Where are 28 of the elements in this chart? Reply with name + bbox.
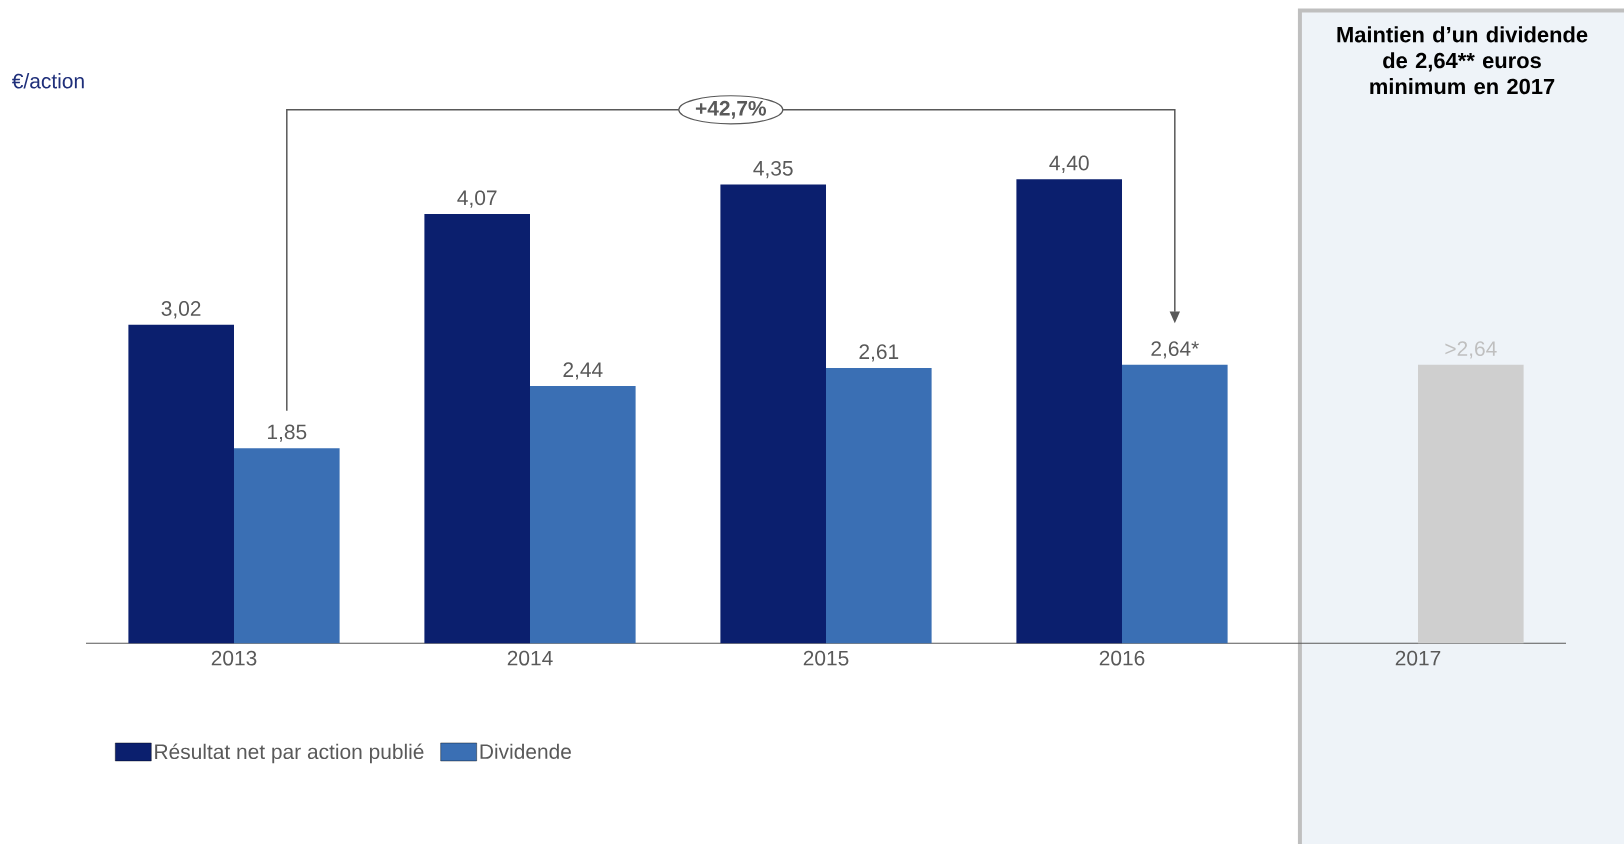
bar xyxy=(530,385,636,644)
bar xyxy=(1016,179,1123,644)
bar xyxy=(720,184,827,644)
bar xyxy=(826,367,932,644)
x-tick-label: 2017 xyxy=(1395,650,1441,666)
data-label: 4,07 xyxy=(457,190,497,208)
text: +42,7% xyxy=(695,100,767,119)
data-label: 2,61 xyxy=(859,344,899,362)
data-label: 3,02 xyxy=(161,301,201,319)
bar xyxy=(1418,364,1524,644)
x-tick-label: 2016 xyxy=(1099,650,1145,666)
x-tick-label: 2015 xyxy=(803,650,849,666)
bar xyxy=(424,214,530,644)
x-tick-label: 2013 xyxy=(211,650,257,666)
legend-label: Dividende xyxy=(480,743,571,759)
data-label: 1,85 xyxy=(268,424,307,442)
x-tick-label: 2014 xyxy=(507,650,553,666)
bar xyxy=(234,448,340,644)
data-label: 2,44 xyxy=(563,362,603,380)
data-label: 4,35 xyxy=(753,160,793,179)
legend-label: Résultat net par action publié xyxy=(155,743,424,764)
data-label: 4,40 xyxy=(1049,155,1089,173)
bar xyxy=(1122,364,1228,644)
data-label: >2,64 xyxy=(1445,341,1497,359)
bar xyxy=(128,324,234,644)
data-label: 2,64* xyxy=(1151,341,1199,359)
band-label: Maintien d’un dividende de 2,64** euros minimum en 2017 xyxy=(1337,26,1588,95)
y-axis-title: €/action xyxy=(11,73,84,89)
